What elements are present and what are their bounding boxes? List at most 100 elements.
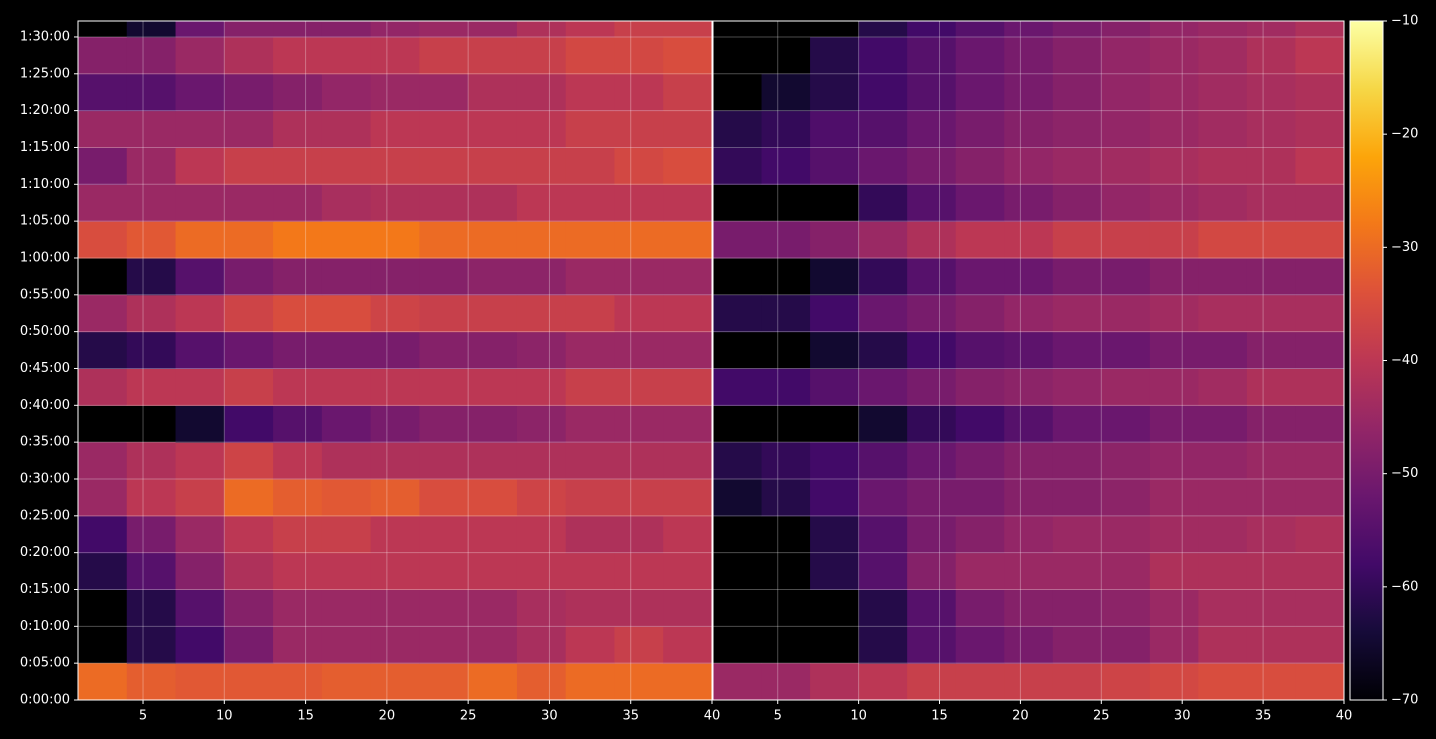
heatmap-cell	[713, 110, 763, 148]
heatmap-cell	[78, 36, 128, 75]
heatmap-cell	[614, 405, 664, 443]
heatmap-cell	[468, 331, 518, 369]
heatmap-cell	[516, 626, 567, 664]
heatmap-cell	[321, 147, 372, 185]
heatmap-cell	[224, 184, 274, 222]
heatmap-cell	[516, 368, 567, 406]
heatmap-cell	[273, 442, 323, 480]
heatmap-cell	[126, 552, 177, 590]
heatmap-cell	[1198, 478, 1248, 517]
heatmap-cell	[1004, 405, 1054, 443]
heatmap-cell	[1246, 626, 1296, 664]
heatmap-cell	[663, 663, 713, 701]
heatmap-cell	[614, 515, 664, 554]
heatmap-cell	[1101, 147, 1151, 185]
heatmap-cell	[810, 663, 860, 701]
heatmap-cell	[126, 368, 177, 406]
x-tick-label: 40	[704, 709, 721, 724]
heatmap-cell	[663, 110, 713, 148]
heatmap-cell	[78, 110, 128, 148]
heatmap-cell	[321, 221, 372, 259]
heatmap-cell	[955, 73, 1005, 112]
heatmap-cell	[1101, 663, 1151, 701]
heatmap-cell	[419, 221, 469, 259]
heatmap-cell	[810, 147, 860, 185]
heatmap-cell	[955, 221, 1005, 259]
heatmap-cell	[907, 589, 957, 627]
heatmap-cell	[321, 73, 372, 112]
heatmap-cell	[907, 294, 957, 333]
heatmap-cell	[955, 294, 1005, 333]
heatmap-cell	[1198, 589, 1248, 627]
heatmap-cell	[321, 405, 372, 443]
heatmap-cell	[713, 294, 763, 333]
heatmap-cell	[1004, 110, 1054, 148]
heatmap-cell	[78, 552, 128, 590]
x-tick-label: 30	[541, 709, 558, 724]
heatmap-cell	[614, 257, 664, 296]
heatmap-cell	[1198, 184, 1248, 222]
heatmap-cell	[321, 589, 372, 627]
heatmap-cell	[321, 368, 372, 406]
heatmap-cell	[419, 21, 469, 38]
heatmap-cell	[419, 515, 469, 554]
heatmap-cell	[1246, 21, 1296, 38]
heatmap-cell	[1198, 552, 1248, 590]
heatmap-cell	[321, 184, 372, 222]
heatmap-cell	[1246, 110, 1296, 148]
heatmap-cell	[1295, 368, 1345, 406]
heatmap-cell	[175, 515, 225, 554]
heatmap-cell	[273, 294, 323, 333]
heatmap-cell	[175, 221, 225, 259]
heatmap-cell	[224, 478, 274, 517]
heatmap-cell	[224, 73, 274, 112]
heatmap-cell	[321, 257, 372, 296]
heatmap-cell	[370, 442, 420, 480]
heatmap-cell	[907, 552, 957, 590]
heatmap-cell	[273, 331, 323, 369]
heatmap-cell	[955, 257, 1005, 296]
heatmap-cell	[1004, 184, 1054, 222]
heatmap-cell	[565, 589, 615, 627]
heatmap-cell	[955, 589, 1005, 627]
heatmap-cell	[858, 552, 908, 590]
heatmap-cell	[1295, 36, 1345, 75]
heatmap-cell	[1052, 405, 1102, 443]
x-tick-label: 15	[931, 709, 948, 724]
heatmap-cell	[1198, 626, 1248, 664]
heatmap-cell	[78, 515, 128, 554]
heatmap-cell	[1295, 21, 1345, 38]
heatmap-cell	[1149, 147, 1199, 185]
heatmap-cell	[273, 184, 323, 222]
heatmap-cell	[565, 110, 615, 148]
heatmap-cell	[1004, 442, 1054, 480]
heatmap-cell	[955, 36, 1005, 75]
heatmap-cell	[321, 663, 372, 701]
heatmap-cell	[907, 626, 957, 664]
heatmap-cell	[516, 257, 567, 296]
heatmap-cell	[468, 589, 518, 627]
heatmap-cell	[955, 442, 1005, 480]
heatmap-cell	[468, 442, 518, 480]
heatmap-cell	[1004, 478, 1054, 517]
heatmap-cell	[419, 589, 469, 627]
heatmap-cell	[321, 442, 372, 480]
heatmap-cell	[516, 442, 567, 480]
heatmap-cell	[1246, 184, 1296, 222]
heatmap-cell	[1004, 73, 1054, 112]
heatmap-cell	[663, 257, 713, 296]
heatmap-cell	[1295, 221, 1345, 259]
heatmap-cell	[565, 552, 615, 590]
y-tick-label: 0:35:00	[20, 435, 70, 450]
heatmap-cell	[468, 73, 518, 112]
heatmap-cell	[1246, 442, 1296, 480]
heatmap-cell	[468, 294, 518, 333]
heatmap-cell	[468, 36, 518, 75]
heatmap-cell	[321, 552, 372, 590]
heatmap-cell	[273, 663, 323, 701]
colorbar-tick-label: −40	[1391, 353, 1418, 368]
heatmap-cell	[273, 21, 323, 38]
heatmap-cell	[370, 36, 420, 75]
heatmap-cell	[224, 221, 274, 259]
heatmap-cell	[761, 221, 811, 259]
